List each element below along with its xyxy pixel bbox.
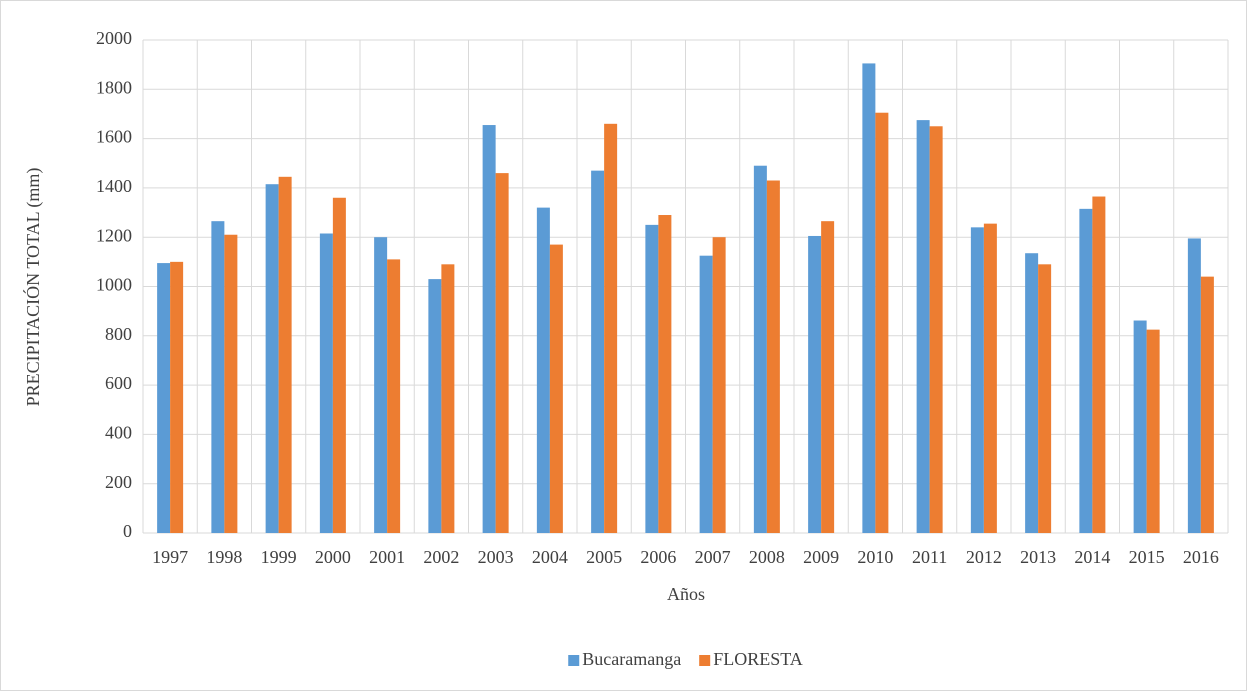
bar xyxy=(712,237,726,533)
bar xyxy=(1025,253,1039,533)
x-tick-label: 2016 xyxy=(1183,547,1219,567)
bar xyxy=(916,120,930,534)
bar xyxy=(332,197,346,533)
x-tick-label: 2000 xyxy=(315,547,351,567)
x-tick-label: 2008 xyxy=(749,547,785,567)
bar xyxy=(157,263,171,533)
bar xyxy=(387,259,401,533)
y-tick-label: 1200 xyxy=(96,225,132,245)
y-tick-label: 1000 xyxy=(96,275,132,295)
bar xyxy=(441,264,455,533)
x-tick-label: 1997 xyxy=(152,547,188,567)
x-tick-label: 2015 xyxy=(1129,547,1165,567)
bar xyxy=(1200,276,1214,533)
x-tick-label: 2010 xyxy=(857,547,893,567)
legend-label: FLORESTA xyxy=(713,649,803,669)
x-tick-label: 2012 xyxy=(966,547,1002,567)
x-tick-label: 1998 xyxy=(206,547,242,567)
bar xyxy=(1187,238,1201,533)
bar xyxy=(1079,208,1093,534)
y-tick-label: 400 xyxy=(105,423,132,443)
x-tick-label: 2013 xyxy=(1020,547,1056,567)
bar xyxy=(821,221,835,534)
y-tick-label: 0 xyxy=(123,521,132,541)
x-tick-label: 2001 xyxy=(369,547,405,567)
bar xyxy=(658,215,672,533)
bar xyxy=(536,207,550,533)
y-tick-label: 1600 xyxy=(96,127,132,147)
x-tick-label: 2009 xyxy=(803,547,839,567)
bar xyxy=(875,112,889,533)
bar xyxy=(278,176,292,533)
y-tick-label: 1800 xyxy=(96,77,132,97)
x-tick-label: 2005 xyxy=(586,547,622,567)
bar xyxy=(970,227,984,533)
bar xyxy=(319,233,333,533)
y-tick-label: 1400 xyxy=(96,176,132,196)
x-tick-label: 2003 xyxy=(478,547,514,567)
legend-label: Bucaramanga xyxy=(582,649,681,669)
bar xyxy=(211,221,225,534)
x-tick-label: 1999 xyxy=(261,547,297,567)
bar xyxy=(224,234,238,534)
bar xyxy=(983,223,997,533)
bar xyxy=(766,180,780,533)
bar xyxy=(591,170,605,533)
bar xyxy=(753,165,767,533)
bar xyxy=(862,63,876,533)
y-tick-label: 200 xyxy=(105,472,132,492)
bar xyxy=(428,279,442,533)
x-tick-label: 2014 xyxy=(1074,547,1110,567)
bar xyxy=(1092,196,1106,533)
bar xyxy=(645,224,659,533)
bar xyxy=(495,173,509,534)
x-tick-label: 2006 xyxy=(640,547,676,567)
bar xyxy=(170,261,184,533)
y-axis-label: PRECIPITACIÓN TOTAL (mm) xyxy=(22,168,44,407)
bar xyxy=(1133,320,1147,533)
x-axis-label: Años xyxy=(667,584,705,604)
bar xyxy=(482,125,496,533)
bar xyxy=(929,126,943,534)
y-tick-label: 2000 xyxy=(96,28,132,48)
y-tick-label: 800 xyxy=(105,324,132,344)
bar xyxy=(374,237,388,533)
y-tick-label: 600 xyxy=(105,373,132,393)
bar xyxy=(265,184,279,533)
bar xyxy=(1146,329,1160,533)
bar xyxy=(549,244,563,533)
legend-swatch xyxy=(699,655,711,666)
x-tick-label: 2004 xyxy=(532,547,568,567)
legend-swatch xyxy=(568,655,580,666)
bar xyxy=(808,235,822,533)
x-tick-label: 2011 xyxy=(912,547,947,567)
x-tick-label: 2002 xyxy=(423,547,459,567)
bar xyxy=(1038,264,1052,533)
bar xyxy=(699,255,713,533)
x-tick-label: 2007 xyxy=(695,547,731,567)
bar xyxy=(604,123,618,533)
